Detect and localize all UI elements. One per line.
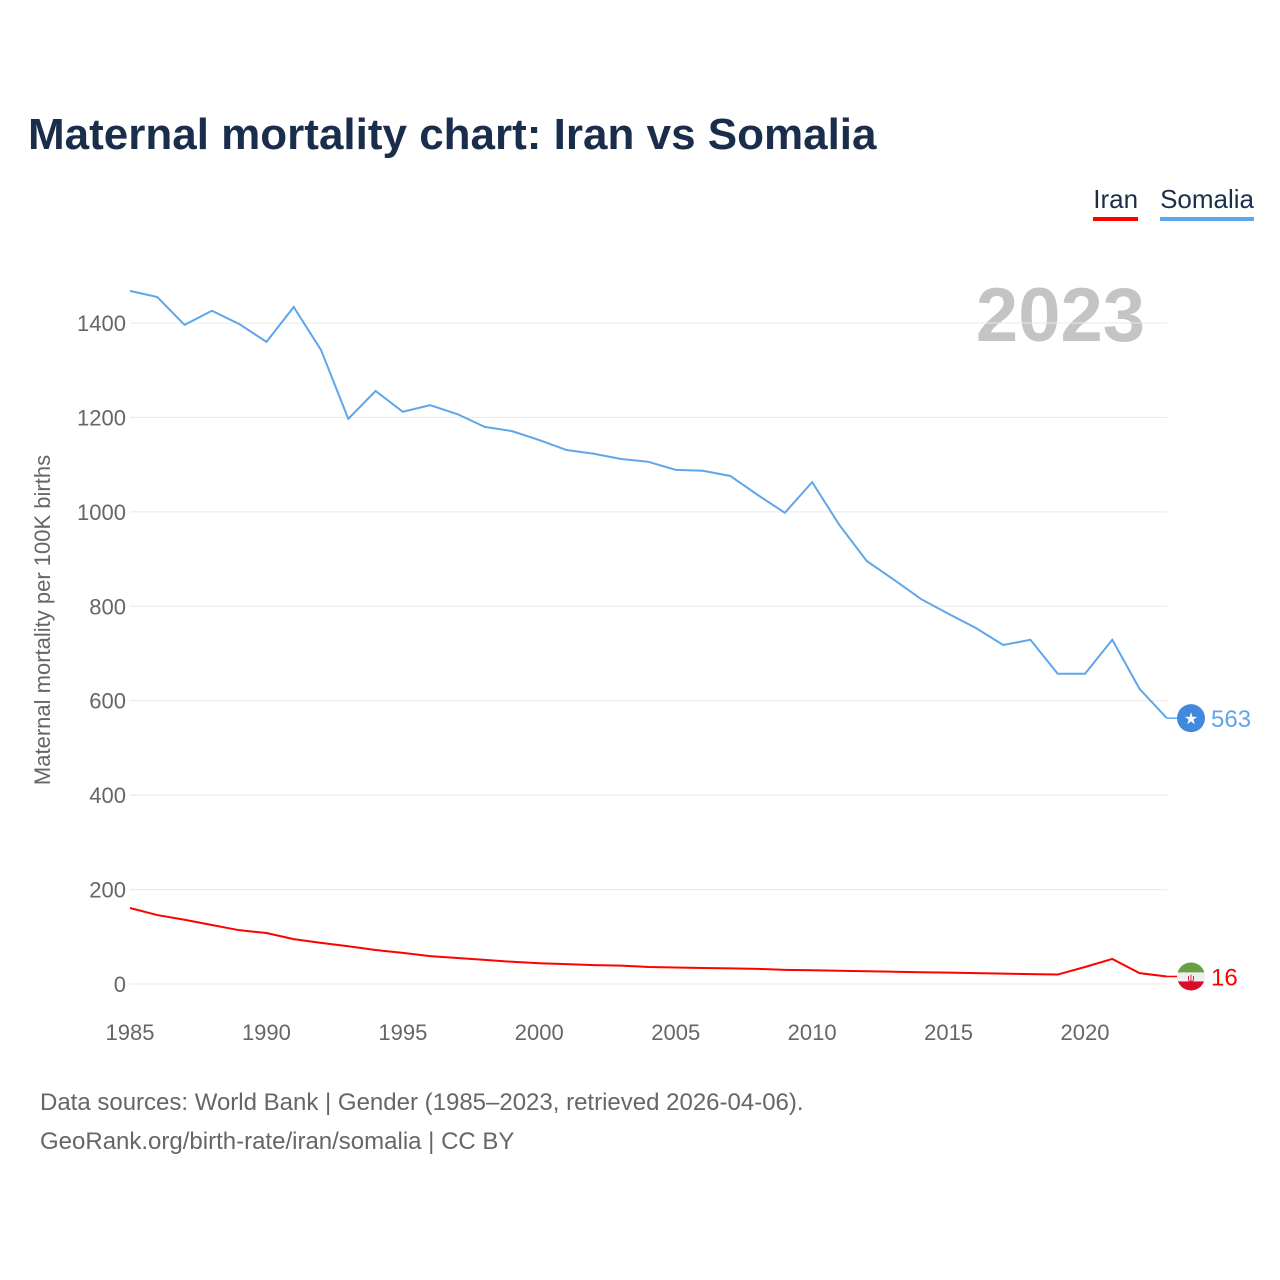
y-tick-label: 800 — [89, 594, 126, 619]
iran-flag-icon — [1177, 962, 1205, 973]
emblem-icon: ψ — [1187, 973, 1194, 984]
x-tick-label: 2000 — [515, 1020, 564, 1045]
y-tick-label: 400 — [89, 783, 126, 808]
chart-title: Maternal mortality chart: Iran vs Somali… — [28, 110, 877, 159]
y-tick-label: 1200 — [77, 405, 126, 430]
x-tick-label: 1985 — [106, 1020, 155, 1045]
somalia-flag-icon — [1177, 704, 1205, 733]
end-value-label: 563 — [1211, 706, 1251, 733]
y-tick-label: 600 — [89, 689, 126, 714]
source-note: Data sources: World Bank | Gender (1985–… — [40, 1089, 804, 1116]
legend-iran[interactable]: Iran — [1093, 184, 1139, 221]
source-url: GeoRank.org/birth-rate/iran/somalia | CC… — [40, 1128, 515, 1155]
end-value-label: 16 — [1211, 964, 1238, 991]
y-tick-label: 200 — [89, 878, 126, 903]
iran-flag-red — [1177, 981, 1205, 991]
series-line-somalia — [129, 289, 1168, 719]
y-axis-label: Maternal mortality per 100K births — [30, 455, 55, 785]
x-tick-label: 1995 — [378, 1020, 427, 1045]
y-tick-label: 1400 — [77, 311, 126, 336]
y-tick-label: 1000 — [77, 500, 126, 525]
x-tick-label: 1990 — [242, 1020, 291, 1045]
legend-somalia[interactable]: Somalia — [1160, 184, 1254, 221]
year-watermark: 2023 — [976, 273, 1145, 358]
y-tick-label: 0 — [114, 972, 126, 997]
x-tick-label: 2015 — [924, 1020, 973, 1045]
x-tick-label: 2020 — [1061, 1020, 1110, 1045]
iran-flag-white — [1177, 972, 1205, 982]
star-icon: ★ — [1184, 711, 1198, 728]
x-tick-label: 2005 — [651, 1020, 700, 1045]
series-line-iran — [129, 907, 1167, 978]
legend: Iran Somalia — [1093, 184, 1254, 221]
x-tick-label: 2010 — [788, 1020, 837, 1045]
